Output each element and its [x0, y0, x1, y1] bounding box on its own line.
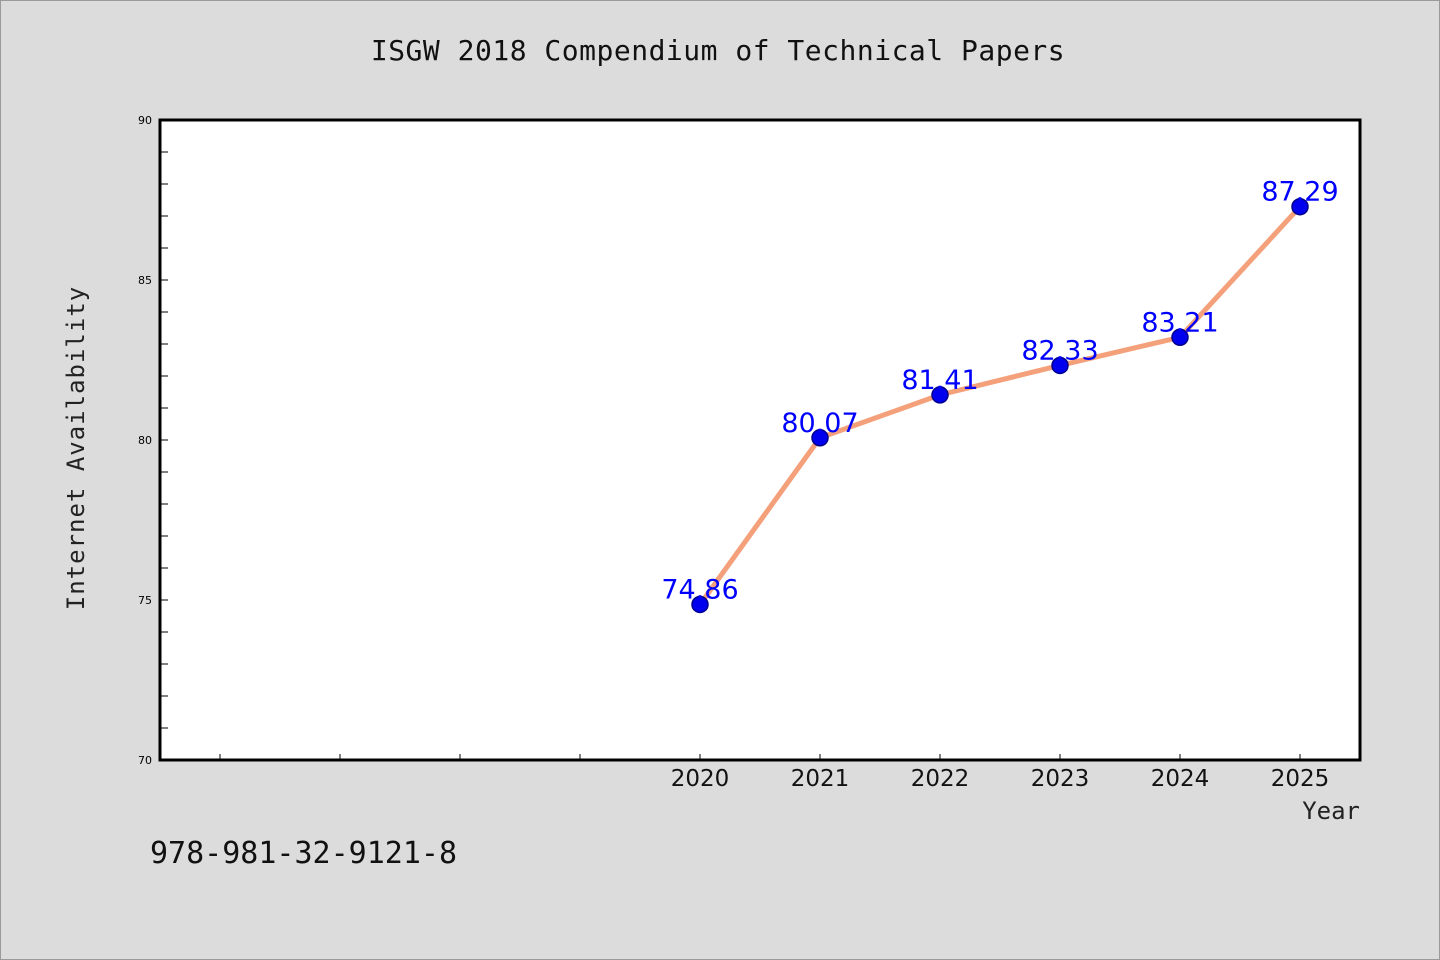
data-point [691, 595, 709, 614]
x-tick-label: 2023 [1031, 766, 1090, 792]
y-tick-label: 75 [138, 594, 152, 607]
x-tick-label: 2021 [791, 766, 850, 792]
data-label: 81.41 [901, 365, 978, 396]
y-tick-label: 80 [138, 434, 152, 447]
x-tick-labels: 2020 2021 2022 2023 2024 2025 [671, 766, 1330, 792]
data-label: 80.07 [781, 408, 858, 439]
y-tick-label: 85 [138, 274, 152, 287]
y-axis-label: Internet Availability [62, 285, 90, 611]
data-point [1051, 356, 1069, 375]
plot-border [158, 118, 1362, 762]
x-axis-label: Year [1302, 797, 1360, 825]
series-line [697, 204, 1303, 607]
data-point [1291, 197, 1309, 216]
data-label: 82.33 [1021, 335, 1098, 366]
data-point [811, 429, 829, 447]
series-line-group [697, 204, 1303, 607]
x-tick-label: 2020 [671, 766, 730, 792]
data-label: 87.29 [1261, 177, 1338, 208]
y-tick-label: 90 [138, 114, 152, 127]
series-points-group [691, 197, 1309, 614]
x-tick-label: 2024 [1151, 766, 1210, 792]
x-tick-label: 2022 [911, 766, 970, 792]
plot-area [160, 120, 1360, 760]
data-label: 83.21 [1141, 307, 1218, 338]
y-tick-labels: 70 75 80 85 90 [138, 114, 152, 767]
data-point [1171, 328, 1189, 347]
data-label: 74.86 [661, 574, 738, 605]
data-labels-group: 74.86 80.07 81.41 82.33 83.21 87.29 [661, 177, 1338, 606]
x-tick-label: 2025 [1271, 766, 1330, 792]
chart-title: ISGW 2018 Compendium of Technical Papers [370, 34, 1066, 67]
y-tick-label: 70 [138, 754, 152, 767]
isbn-text: 978-981-32-9121-8 [150, 836, 458, 871]
data-point [931, 386, 949, 404]
